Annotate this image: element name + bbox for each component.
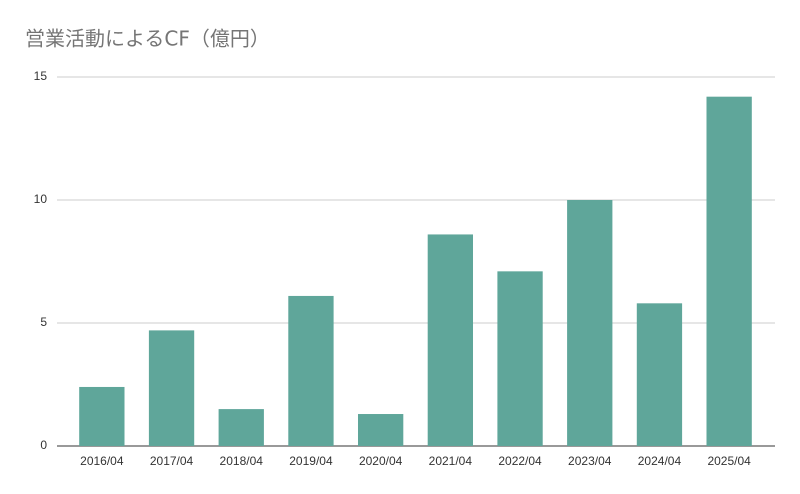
bar	[148, 330, 195, 446]
y-tick-label: 5	[40, 315, 47, 329]
bar	[218, 409, 264, 446]
x-tick-label: 2016/04	[80, 454, 124, 468]
bar	[79, 386, 125, 446]
y-tick-label: 0	[40, 438, 47, 452]
bar	[357, 414, 404, 446]
x-tick-label: 2022/04	[498, 454, 542, 468]
bar	[636, 303, 683, 446]
chart-title: 営業活動によるCF（億円）	[25, 27, 270, 51]
bar	[497, 271, 543, 446]
y-tick-label: 15	[34, 69, 48, 83]
x-tick-label: 2017/04	[150, 454, 194, 468]
x-tick-label: 2024/04	[638, 454, 682, 468]
bar	[706, 96, 752, 447]
x-tick-label: 2018/04	[220, 454, 264, 468]
bar	[567, 200, 613, 446]
x-tick-label: 2023/04	[568, 454, 612, 468]
y-tick-label: 10	[34, 192, 48, 206]
x-tick-label: 2021/04	[429, 454, 473, 468]
x-tick-label: 2020/04	[359, 454, 403, 468]
x-tick-label: 2019/04	[289, 454, 333, 468]
bar	[288, 295, 334, 446]
x-tick-label: 2025/04	[707, 454, 751, 468]
bar	[427, 234, 474, 446]
